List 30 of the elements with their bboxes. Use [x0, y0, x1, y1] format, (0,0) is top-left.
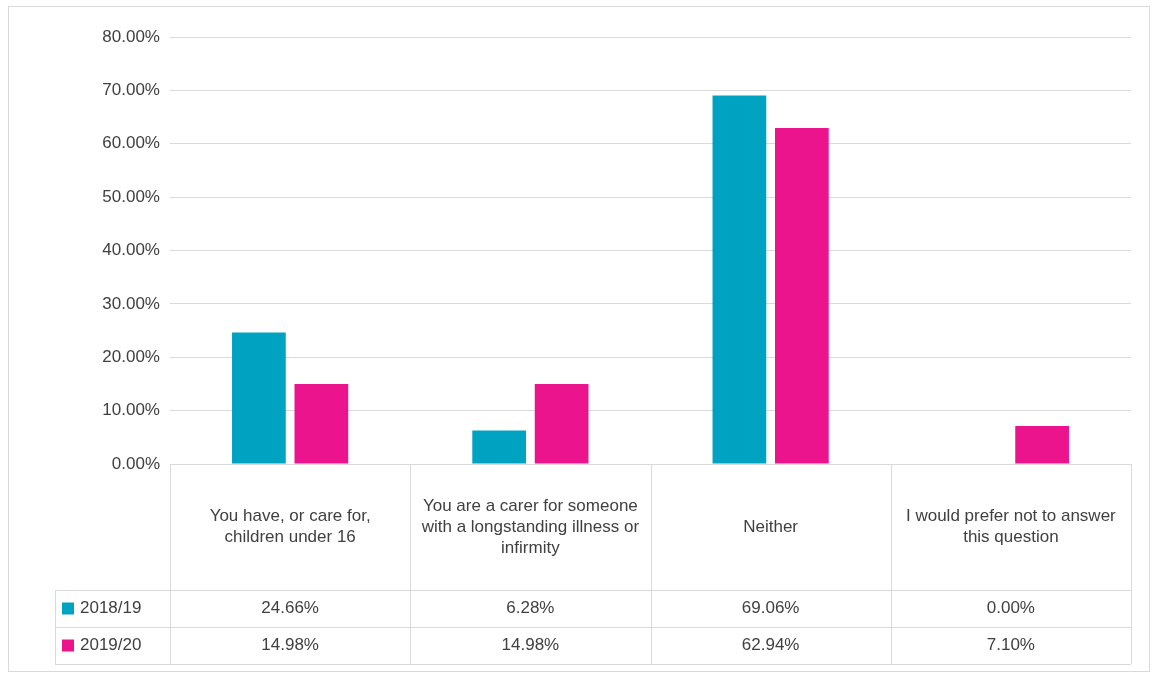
y-tick-label: 60.00% — [102, 133, 160, 153]
bar — [534, 384, 589, 464]
y-tick-label: 10.00% — [102, 400, 160, 420]
data-label: 14.98% — [501, 635, 560, 655]
data-label: 0.00% — [986, 598, 1035, 618]
y-tick-label: 40.00% — [102, 240, 160, 260]
bar — [232, 332, 286, 464]
legend-label: 2018/19 — [80, 598, 142, 618]
y-tick-label: 80.00% — [102, 26, 160, 46]
x-tick-label: I would prefer not to answer this question — [905, 506, 1117, 547]
y-tick-label: 20.00% — [102, 346, 160, 366]
data-label: 24.66% — [261, 598, 319, 618]
x-tick-label: You have, or care for, children under 16 — [209, 506, 371, 547]
y-tick-label: 70.00% — [102, 80, 160, 100]
data-label: 14.98% — [261, 635, 319, 655]
y-tick-label: 0.00% — [111, 453, 160, 473]
bar — [1015, 426, 1069, 464]
bar — [712, 95, 767, 464]
legend-label: 2019/20 — [80, 635, 142, 655]
x-tick-label: You are a carer for someone with a longstanding illness or infirmity — [420, 495, 640, 557]
x-tick-label: Neither — [743, 516, 799, 536]
data-label: 7.10% — [986, 635, 1035, 655]
bar — [472, 430, 526, 464]
y-tick-label: 30.00% — [102, 293, 160, 313]
data-label: 69.06% — [741, 598, 800, 618]
bar — [294, 384, 349, 464]
bar — [775, 128, 829, 464]
data-label: 62.94% — [741, 635, 800, 655]
y-tick-label: 50.00% — [102, 186, 160, 206]
data-label: 6.28% — [506, 598, 555, 618]
